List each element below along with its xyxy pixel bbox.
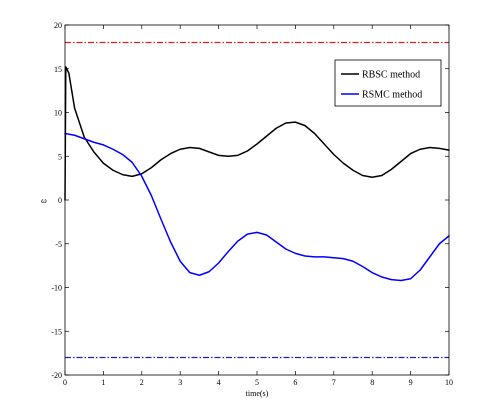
y-tick-label: 15 (54, 65, 62, 74)
x-tick-label: 1 (101, 378, 105, 387)
x-axis-ticks: 0 1 2 3 4 5 6 7 8 9 10 (63, 25, 453, 387)
x-tick-label: 5 (255, 378, 259, 387)
y-tick-label: -10 (51, 284, 62, 293)
x-tick-label: 8 (370, 378, 374, 387)
legend-label-rbsc: RBSC method (362, 70, 420, 81)
series-line-rsmc (64, 132, 450, 282)
y-tick-label: 0 (58, 196, 62, 205)
y-tick-label: -5 (55, 240, 62, 249)
legend-box (334, 59, 442, 107)
y-tick-label: -15 (51, 327, 62, 336)
y-tick-label: 10 (54, 109, 62, 118)
y-axis-label: ω (41, 196, 47, 205)
x-tick-label: 0 (63, 378, 67, 387)
y-axis-ticks: -20 -15 -10 -5 0 5 10 15 20 (51, 21, 449, 380)
legend-label-rsmc: RSMC method (362, 90, 422, 101)
x-tick-label: 10 (445, 378, 453, 387)
x-tick-label: 9 (409, 378, 413, 387)
legend: RBSC method RSMC method (334, 59, 442, 107)
bound-lines (65, 41, 449, 359)
y-tick-label: -20 (51, 371, 62, 380)
x-tick-label: 7 (332, 378, 336, 387)
x-axis-label: time(s) (246, 389, 269, 398)
y-tick-label: 5 (58, 152, 62, 161)
x-tick-label: 4 (217, 378, 221, 387)
x-tick-label: 3 (178, 378, 182, 387)
y-tick-label: 20 (54, 21, 62, 30)
series-line-rbsc (64, 66, 450, 201)
series-lines (64, 66, 450, 282)
x-tick-label: 2 (140, 378, 144, 387)
x-tick-label: 6 (293, 378, 297, 387)
